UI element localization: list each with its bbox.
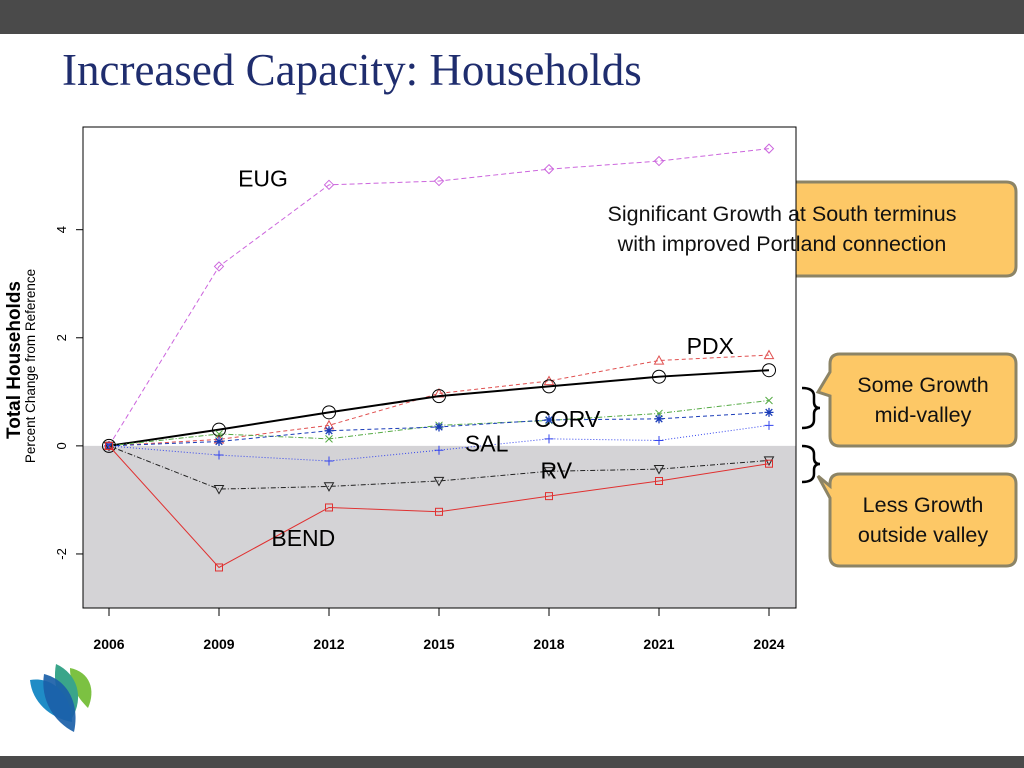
data-point [214,437,224,447]
y-tick-label: 4 [54,226,69,233]
slide-title: Increased Capacity: Households [62,45,642,95]
data-point [212,422,226,437]
data-point [434,445,444,455]
data-point [105,441,113,450]
brace-outside-icon [801,444,821,484]
x-tick-label: 2018 [533,636,564,652]
series-line [108,369,770,447]
data-point [322,405,336,420]
callout-mid-line-1: Some Growth [857,373,989,397]
series-label-rv: RV [541,457,573,483]
callout-outside-line-1: Less Growth [862,493,984,517]
callout-mid-text: Some Growth mid-valley [836,360,1010,440]
data-point [215,563,223,572]
data-point [653,465,665,475]
y-tick-label: 0 [54,442,69,449]
callout-outside-bubble [816,472,1018,568]
data-point [214,450,224,460]
data-point [325,434,333,443]
data-point [215,430,223,438]
series-bend [105,441,773,572]
data-point [324,456,334,466]
data-point [764,420,774,430]
series-label-corv: CORV [534,406,601,432]
x-tick-label: 2024 [753,636,784,652]
series-label-bend: BEND [271,525,335,551]
callout-south-line-1: Significant Growth at South terminus [607,202,957,226]
x-tick-label: 2009 [203,636,234,652]
below-zero-shade [83,445,796,608]
data-point [542,379,556,394]
data-point [655,476,663,485]
data-point [432,389,446,404]
series-label-sal: SAL [465,430,509,456]
data-point [433,175,445,187]
data-point [762,363,776,378]
series-line [108,445,770,569]
data-point [325,503,333,512]
data-point [652,369,666,384]
data-point [433,476,445,487]
data-point [763,349,775,360]
data-point [213,485,225,495]
data-point [654,414,664,424]
x-tick-label: 2012 [313,636,344,652]
y-axis-title: Total Households [4,281,25,439]
leaf-logo-icon [30,664,92,732]
data-point [544,415,554,425]
callout-outside-text: Less Growth outside valley [836,480,1010,560]
x-tick-label: 2015 [423,636,454,652]
series-line [108,148,770,447]
y-tick-label: -2 [54,548,69,560]
callout-mid-line-2: mid-valley [874,403,972,427]
top-bar [0,0,1024,34]
y-tick-label: 2 [54,334,69,341]
data-point [323,179,335,191]
data-point [102,438,116,453]
brace-mid-icon [801,386,821,430]
series-unlabeled-2 [102,363,776,453]
data-point [763,143,775,154]
data-point [324,426,334,436]
data-point [543,163,555,175]
y-axis-subtitle: Percent Change from Reference [23,269,38,463]
data-point [544,434,554,444]
x-tick-label: 2006 [93,636,124,652]
data-point [763,456,775,466]
bottom-bar [0,756,1024,768]
data-point [764,407,774,417]
data-point [765,396,773,405]
callout-mid-bubble [815,352,1018,448]
data-point [765,459,773,468]
data-point [545,492,553,501]
data-point [543,467,555,477]
series-label-eug: EUG [238,165,288,191]
series-label-pdx: PDX [687,333,734,359]
data-point [434,422,444,432]
data-point [653,155,665,167]
data-point [323,482,335,492]
data-point [213,261,225,272]
data-point [435,507,443,516]
data-point [654,435,664,445]
data-point [653,354,665,365]
x-tick-label: 2021 [643,636,674,652]
callout-outside-line-2: outside valley [857,523,989,547]
callout-south-text: Significant Growth at South terminus wit… [556,190,1008,268]
callout-south-line-2: with improved Portland connection [617,232,947,256]
